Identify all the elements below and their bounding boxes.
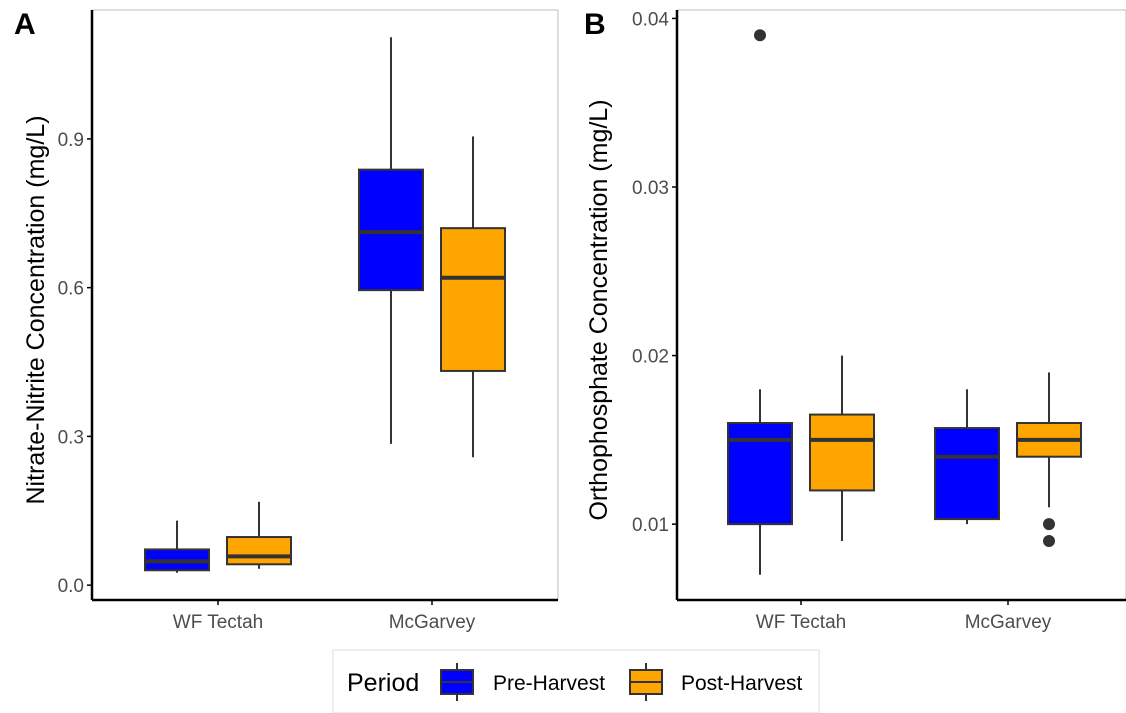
- x-tick-label-b: WF Tectah: [756, 612, 846, 633]
- box-b-mcgarvey-pre-harvest: [934, 389, 1000, 525]
- box-a-wf-tectah-post-harvest: [226, 501, 292, 569]
- box-a-mcgarvey-pre-harvest: [358, 37, 424, 444]
- box-body-a-mcgarvey-pre-harvest: [358, 168, 424, 292]
- y-tick-label-b: 0.03: [632, 178, 669, 199]
- box-body-b-mcgarvey-pre-harvest: [934, 427, 1000, 521]
- x-tick-label-a: WF Tectah: [173, 612, 263, 633]
- x-tick-label-a: McGarvey: [389, 612, 476, 633]
- panel-letter-b: B: [584, 8, 606, 41]
- panel-b: B Orthophosphate Concentration (mg/L) 0.…: [584, 8, 1126, 633]
- y-axis-label-b: Orthophosphate Concentration (mg/L): [585, 99, 613, 520]
- y-tick-label-b: 0.01: [632, 515, 669, 536]
- y-tick-label-a: 0.0: [58, 576, 84, 597]
- box-a-wf-tectah-pre-harvest: [144, 520, 210, 573]
- box-b-mcgarvey-post-harvest: [1016, 372, 1082, 547]
- box-body-a-mcgarvey-post-harvest: [440, 227, 506, 372]
- legend: Period Pre-Harvest Post-Harvest: [332, 649, 820, 713]
- y-tick-label-a: 0.9: [58, 130, 84, 151]
- outlier-point-b-mcgarvey-post-harvest: [1043, 535, 1055, 547]
- outlier-point-b-mcgarvey-post-harvest: [1043, 518, 1055, 531]
- legend-border: [332, 649, 820, 713]
- panel-a: A Nitrate-Nitrite Concentration (mg/L) 0…: [14, 8, 559, 633]
- box-a-mcgarvey-post-harvest: [440, 136, 506, 458]
- legend-label-pre-harvest: Pre-Harvest: [493, 672, 605, 695]
- y-axis-label-a: Nitrate-Nitrite Concentration (mg/L): [22, 115, 50, 504]
- box-b-wf-tectah-post-harvest: [809, 355, 875, 541]
- legend-key-pre-harvest: [440, 663, 474, 701]
- outlier-point-b-wf-tectah-pre-harvest: [754, 29, 766, 42]
- legend-title: Period: [347, 669, 419, 697]
- legend-key-post-harvest: [629, 663, 663, 701]
- legend-label-post-harvest: Post-Harvest: [681, 672, 803, 695]
- box-body-a-wf-tectah-post-harvest: [226, 536, 292, 566]
- y-tick-label-a: 0.6: [58, 279, 84, 300]
- panel-letter-a: A: [14, 8, 36, 41]
- y-tick-label-b: 0.04: [632, 9, 669, 30]
- box-body-b-wf-tectah-post-harvest: [809, 413, 875, 492]
- y-tick-label-a: 0.3: [58, 427, 84, 448]
- y-tick-label-b: 0.02: [632, 347, 669, 368]
- x-tick-label-b: McGarvey: [965, 612, 1052, 633]
- box-b-wf-tectah-pre-harvest: [727, 29, 793, 575]
